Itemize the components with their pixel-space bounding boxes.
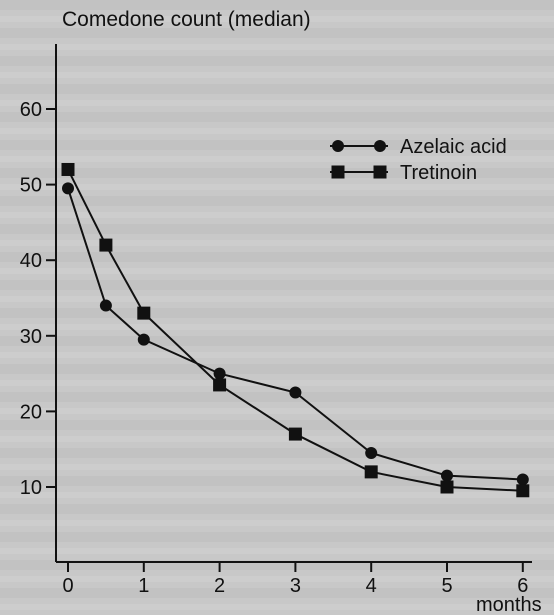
- data-point-azelaic-acid: [441, 469, 453, 482]
- legend-label-azelaic-acid: Azelaic acid: [400, 136, 507, 158]
- x-tick-label: 2: [214, 575, 225, 597]
- legend-marker-tretinoin: [331, 165, 345, 179]
- y-tick-label: 50: [20, 175, 42, 197]
- data-point-azelaic-acid: [213, 367, 226, 380]
- legend-marker-tretinoin: [373, 165, 387, 179]
- ticks: 10 20 30 40 50 60 0 1 2 3 4 5 6: [20, 99, 529, 597]
- y-tick-label: 10: [20, 477, 42, 499]
- legend-marker-azelaic-acid: [332, 140, 344, 152]
- x-axis-label: months: [476, 594, 542, 615]
- data-point-tretinoin: [364, 465, 378, 479]
- data-point-azelaic-acid: [99, 299, 112, 312]
- x-tick-label: 1: [138, 575, 149, 597]
- series-azelaic-acid: [62, 182, 529, 486]
- series-layer: [61, 162, 530, 498]
- data-point-tretinoin: [288, 427, 302, 441]
- data-point-tretinoin: [137, 306, 151, 320]
- x-tick-label: 5: [441, 575, 452, 597]
- series-line-tretinoin: [67, 169, 523, 492]
- data-point-tretinoin: [61, 162, 75, 176]
- axes: [55, 44, 532, 563]
- data-point-azelaic-acid: [137, 333, 150, 346]
- y-tick-label: 30: [20, 326, 42, 348]
- data-point-tretinoin: [516, 484, 530, 498]
- y-axis-label: Comedone count (median): [62, 8, 311, 31]
- y-tick-label: 60: [20, 99, 42, 121]
- data-point-azelaic-acid: [62, 182, 74, 195]
- x-tick-label: 0: [62, 575, 73, 597]
- legend: Azelaic acid Tretinoin: [330, 136, 507, 184]
- data-point-tretinoin: [440, 480, 454, 494]
- y-tick-label: 20: [20, 401, 42, 423]
- series-tretinoin: [61, 162, 530, 498]
- x-tick-label: 6: [517, 575, 528, 597]
- x-tick-label: 3: [290, 575, 301, 597]
- y-tick-label: 40: [20, 250, 42, 272]
- x-tick-label: 4: [366, 575, 377, 597]
- data-point-tretinoin: [213, 378, 227, 392]
- data-point-azelaic-acid: [365, 446, 378, 459]
- legend-marker-azelaic-acid: [374, 140, 386, 152]
- data-point-azelaic-acid: [289, 386, 302, 399]
- data-point-azelaic-acid: [516, 473, 529, 486]
- legend-label-tretinoin: Tretinoin: [400, 162, 477, 184]
- data-point-tretinoin: [99, 238, 113, 252]
- series-line-azelaic-acid: [67, 188, 523, 481]
